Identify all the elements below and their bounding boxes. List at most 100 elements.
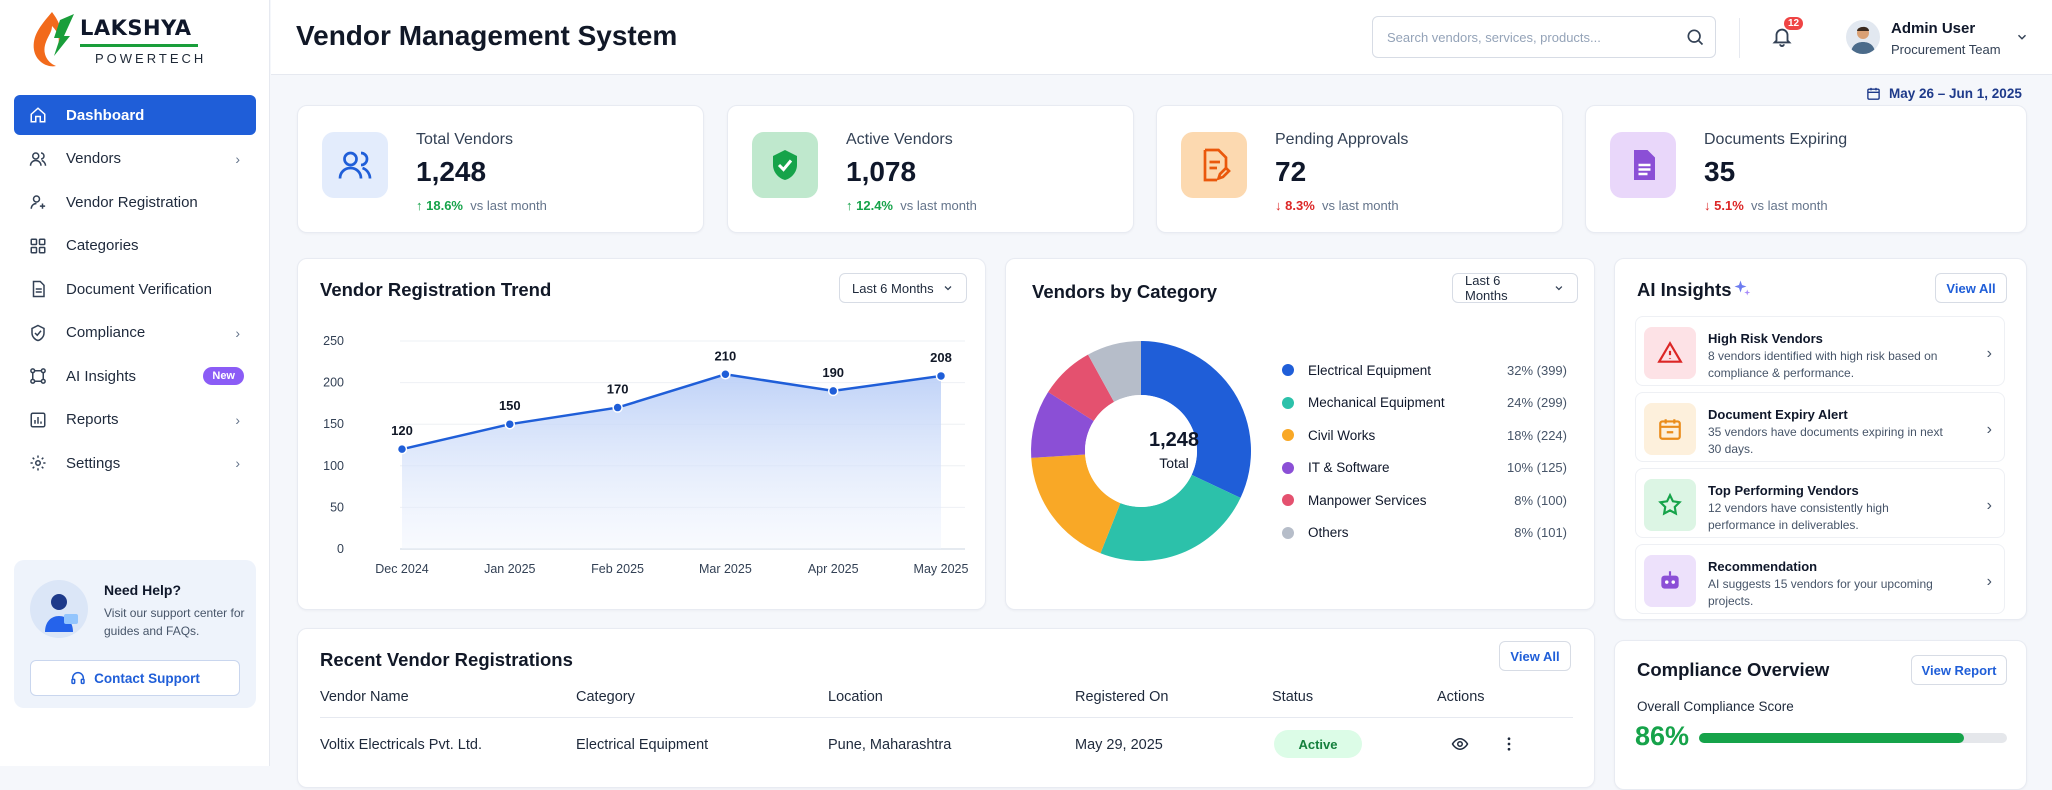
x-tick-label: May 2025	[914, 562, 969, 576]
stat-card-total-vendors[interactable]: Total Vendors 1,248 ↑ 18.6% vs last mont…	[297, 105, 704, 233]
insight-document-expiry[interactable]: Document Expiry Alert 35 vendors have do…	[1635, 392, 2005, 462]
stat-label: Active Vendors	[846, 131, 953, 148]
insight-title: High Risk Vendors	[1708, 331, 1823, 346]
column-header[interactable]: Vendor Name	[320, 689, 409, 705]
sidebar-item-vendor-registration[interactable]: Vendor Registration	[14, 182, 256, 222]
eye-icon[interactable]	[1451, 735, 1469, 753]
sparkle-icon	[1734, 280, 1751, 296]
stat-card-active-vendors[interactable]: Active Vendors 1,078 ↑ 12.4% vs last mon…	[727, 105, 1134, 233]
view-report-button[interactable]: View Report	[1911, 655, 2007, 685]
sidebar-item-document-verification[interactable]: Document Verification	[14, 269, 256, 309]
location-cell: Pune, Maharashtra	[828, 737, 952, 753]
data-point	[827, 385, 839, 397]
stat-value: 72	[1275, 156, 1307, 187]
legend-value: 8% (100)	[1514, 492, 1567, 508]
category-cell: Electrical Equipment	[576, 737, 709, 753]
sidebar-item-reports[interactable]: Reports ›	[14, 400, 256, 440]
sidebar-item-ai-insights[interactable]: AI Insights New	[14, 356, 256, 396]
category-donut-chart	[1031, 341, 1251, 561]
sidebar-item-dashboard[interactable]: Dashboard	[14, 95, 256, 135]
chevron-right-icon: ›	[1986, 573, 1992, 590]
company-logo[interactable]: LAKSHYA POWERTECH	[30, 6, 230, 70]
donut-slice	[1048, 354, 1115, 421]
top-bar: Vendor Management System Search vendors,…	[271, 0, 2052, 75]
donut-hole	[1085, 395, 1197, 507]
legend-label: Civil Works	[1308, 427, 1376, 443]
robot-icon	[1644, 555, 1696, 607]
date-range-label: May 26 – Jun 1, 2025	[1889, 86, 2022, 101]
insight-top-performing[interactable]: Top Performing Vendors 12 vendors have c…	[1635, 468, 2005, 538]
legend-swatch	[1282, 364, 1294, 376]
column-header[interactable]: Status	[1272, 689, 1314, 705]
search-icon[interactable]	[1685, 27, 1705, 47]
x-tick-label: Jan 2025	[484, 562, 535, 576]
view-all-insights-button[interactable]: View All	[1935, 273, 2007, 303]
sidebar-item-label: Document Verification	[66, 280, 212, 298]
insight-title: Recommendation	[1708, 559, 1818, 574]
bell-icon[interactable]	[1771, 24, 1793, 48]
sidebar-item-settings[interactable]: Settings ›	[14, 443, 256, 483]
legend-value: 32% (399)	[1507, 362, 1567, 378]
donut-slice	[1100, 474, 1241, 561]
sidebar-item-label: Compliance	[66, 324, 146, 341]
search-input[interactable]: Search vendors, services, products...	[1372, 16, 1716, 58]
sidebar-item-compliance[interactable]: Compliance ›	[14, 313, 256, 353]
stat-card-pending-approvals[interactable]: Pending Approvals 72 ↓ 8.3% vs last mont…	[1156, 105, 1563, 233]
compliance-score-label: Overall Compliance Score	[1637, 699, 1794, 714]
donut-slice	[1031, 392, 1094, 458]
legend-item[interactable]: Electrical Equipment 32% (399)	[1282, 360, 1567, 380]
view-all-registrations-button[interactable]: View All	[1499, 641, 1571, 671]
legend-item[interactable]: IT & Software 10% (125)	[1282, 458, 1567, 478]
chevron-down-icon	[1555, 286, 1563, 291]
delta-note: vs last month	[1751, 198, 1828, 213]
legend-item[interactable]: Civil Works 18% (224)	[1282, 425, 1567, 445]
column-header[interactable]: Location	[828, 689, 883, 705]
insight-recommendation[interactable]: Recommendation AI suggests 15 vendors fo…	[1635, 544, 2005, 614]
delta-note: vs last month	[470, 198, 547, 213]
trend-range-dropdown[interactable]: Last 6 Months	[839, 273, 967, 303]
legend-item[interactable]: Mechanical Equipment 24% (299)	[1282, 393, 1567, 413]
search-placeholder: Search vendors, services, products...	[1387, 30, 1601, 45]
registration-trend-card: Vendor Registration Trend Last 6 Months …	[297, 258, 986, 610]
sidebar: LAKSHYA POWERTECH Dashboard Vendors › Ve…	[0, 0, 270, 766]
insight-high-risk[interactable]: High Risk Vendors 8 vendors identified w…	[1635, 316, 2005, 386]
column-header[interactable]: Registered On	[1075, 689, 1169, 705]
help-title: Need Help?	[104, 582, 182, 598]
y-tick-label: 50	[330, 500, 344, 514]
stat-card-documents-expiring[interactable]: Documents Expiring 35 ↓ 5.1% vs last mon…	[1585, 105, 2027, 233]
sidebar-item-categories[interactable]: Categories	[14, 226, 256, 266]
card-title: Recent Vendor Registrations	[320, 649, 573, 670]
insight-title: Top Performing Vendors	[1708, 483, 1859, 498]
page-title: Vendor Management System	[296, 20, 678, 51]
chevron-down-icon[interactable]	[2015, 30, 2029, 44]
shield-check-icon	[752, 132, 818, 198]
support-illustration	[30, 580, 88, 638]
contact-support-button[interactable]: Contact Support	[30, 660, 240, 696]
y-tick-label: 250	[323, 334, 344, 348]
legend-item[interactable]: Others 8% (101)	[1282, 523, 1567, 543]
vendor-name-cell[interactable]: Voltix Electricals Pvt. Ltd.	[320, 737, 482, 753]
category-range-dropdown[interactable]: Last 6 Months	[1452, 273, 1578, 303]
date-range-picker[interactable]: May 26 – Jun 1, 2025	[1866, 86, 2022, 101]
chevron-right-icon: ›	[1986, 421, 1992, 438]
x-tick-label: Feb 2025	[591, 562, 644, 576]
brand-subtitle: POWERTECH	[95, 51, 207, 66]
avatar[interactable]	[1846, 20, 1880, 54]
dropdown-label: Last 6 Months	[1465, 273, 1508, 303]
vendors-by-category-card: Vendors by Category Last 6 Months 1,248 …	[1005, 258, 1595, 610]
legend-item[interactable]: Manpower Services 8% (100)	[1282, 490, 1567, 510]
chevron-right-icon: ›	[1986, 497, 1992, 514]
chevron-right-icon: ›	[235, 455, 240, 471]
stat-delta: ↑ 12.4% vs last month	[846, 198, 977, 213]
x-tick-label: Mar 2025	[699, 562, 752, 576]
column-header[interactable]: Category	[576, 689, 635, 705]
sidebar-item-vendors[interactable]: Vendors ›	[14, 139, 256, 179]
data-label: 150	[499, 398, 521, 413]
help-text: Visit our support center for guides and …	[104, 606, 245, 638]
data-label: 190	[822, 365, 844, 380]
delta-value: 8.3%	[1285, 198, 1315, 213]
user-name[interactable]: Admin User	[1891, 20, 1976, 37]
network-icon	[28, 366, 48, 386]
more-vertical-icon[interactable]	[1500, 735, 1518, 753]
data-point	[612, 402, 623, 413]
